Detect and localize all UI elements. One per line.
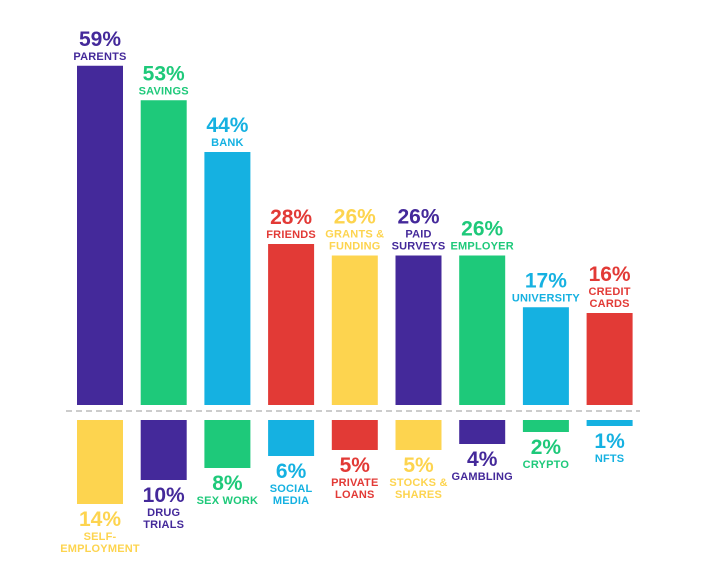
top-value-label: 17% xyxy=(525,269,567,292)
bottom-category-label: LOANS xyxy=(335,489,375,501)
top-category-label: PAID xyxy=(405,229,431,241)
bottom-category-label: STOCKS & xyxy=(389,477,447,489)
top-value-label: 16% xyxy=(589,263,631,286)
top-value-label: 26% xyxy=(334,206,376,229)
bottom-value-label: 2% xyxy=(531,436,562,459)
bottom-bar xyxy=(268,420,315,456)
top-bar xyxy=(459,255,506,405)
top-category-label: GRANTS & xyxy=(325,229,384,241)
top-value-label: 59% xyxy=(79,28,121,51)
bottom-value-label: 5% xyxy=(403,454,434,477)
top-category-label: UNIVERSITY xyxy=(512,292,580,304)
top-value-label: 28% xyxy=(270,206,312,229)
top-bar xyxy=(204,152,251,405)
bottom-category-label: NFTS xyxy=(595,453,625,465)
top-category-label: SURVEYS xyxy=(392,241,446,253)
bottom-category-label: SELF- xyxy=(84,531,117,543)
bottom-value-label: 1% xyxy=(594,430,625,453)
bottom-value-label: 4% xyxy=(467,448,498,471)
bottom-bar xyxy=(204,420,251,468)
bottom-bar xyxy=(140,420,187,480)
bottom-category-label: DRUG xyxy=(147,507,180,519)
bottom-category-label: SOCIAL xyxy=(270,483,313,495)
top-value-label: 26% xyxy=(397,206,439,229)
bottom-bar xyxy=(459,420,506,444)
top-category-label: EMPLOYER xyxy=(451,241,514,253)
top-category-label: PARENTS xyxy=(73,51,126,63)
bottom-category-label: SHARES xyxy=(395,489,442,501)
top-category-label: FUNDING xyxy=(329,241,381,253)
top-value-label: 26% xyxy=(461,218,503,241)
top-category-label: BANK xyxy=(211,137,244,149)
bottom-value-label: 6% xyxy=(276,460,307,483)
top-value-label: 44% xyxy=(206,114,248,137)
bottom-category-label: PRIVATE xyxy=(331,477,378,489)
bottom-value-label: 5% xyxy=(340,454,371,477)
bottom-category-label: CRYPTO xyxy=(523,459,570,471)
top-category-label: CARDS xyxy=(590,298,630,310)
top-category-label: FRIENDS xyxy=(266,229,316,241)
bottom-bar xyxy=(395,420,442,450)
bottom-bar xyxy=(331,420,378,450)
bottom-value-label: 10% xyxy=(143,484,185,507)
bottom-value-label: 14% xyxy=(79,508,121,531)
bottom-value-label: 8% xyxy=(212,472,243,495)
top-bar xyxy=(331,255,378,405)
top-bar xyxy=(395,255,442,405)
bottom-bar xyxy=(522,420,569,432)
top-category-label: CREDIT xyxy=(589,286,631,298)
top-value-label: 53% xyxy=(143,62,185,85)
top-bar xyxy=(77,65,123,405)
bottom-category-label: EMPLOYMENT xyxy=(60,543,140,555)
top-bar xyxy=(522,307,569,405)
bottom-category-label: GAMBLING xyxy=(451,471,512,483)
top-bar xyxy=(140,100,187,405)
top-bar xyxy=(268,244,315,405)
top-category-label: SAVINGS xyxy=(139,85,189,97)
bottom-category-label: TRIALS xyxy=(143,519,184,531)
bottom-bar xyxy=(77,420,123,504)
bottom-bar xyxy=(586,420,633,426)
bottom-category-label: MEDIA xyxy=(273,495,309,507)
top-bar xyxy=(586,313,633,405)
bottom-category-label: SEX WORK xyxy=(197,495,259,507)
